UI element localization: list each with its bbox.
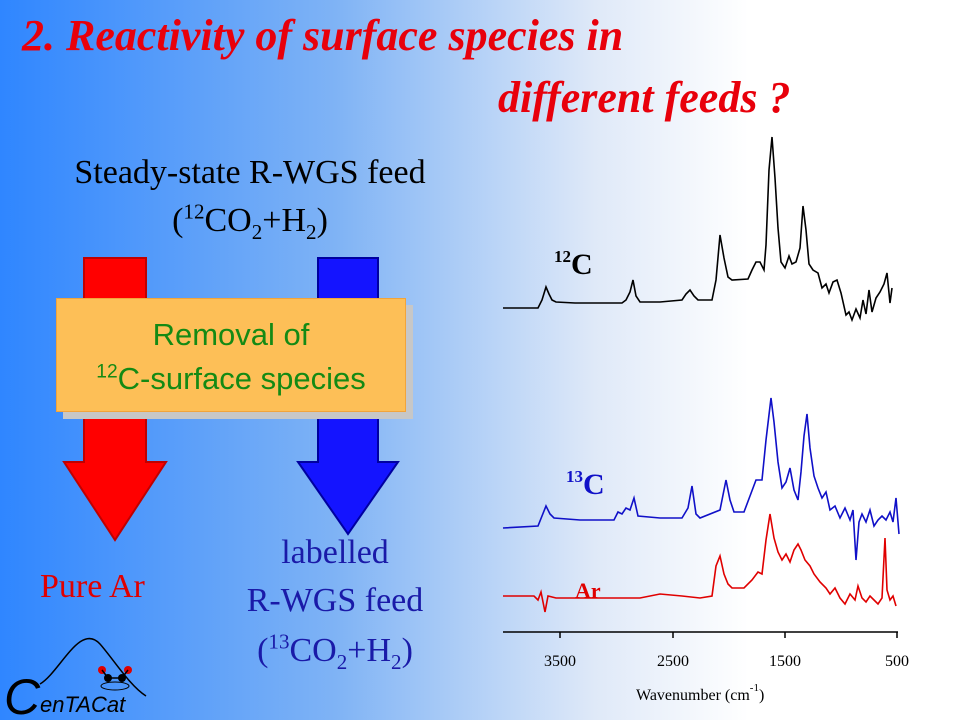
tick-label: 500 [885,653,909,670]
removal-line1: Removal of [152,317,310,352]
slide-title-line2: different feeds ? [498,73,791,122]
molecule-icon [98,666,132,691]
feed12-formula: (12CO2+H2) [172,199,328,244]
removal-box: Removal of 12C-surface species [56,298,406,412]
spectrum-13c [502,397,900,561]
rwgs-feed-label: R-WGS feed [246,582,424,619]
feed13-formula: (13CO2+H2) [257,629,413,674]
logo-text: enTACat [40,692,126,717]
spectrum-ar [503,513,897,613]
spectrum-12c [503,136,893,323]
removal-line2: 12C-surface species [96,361,366,396]
centacat-logo: C enTACat [4,637,147,720]
pure-ar-label: Pure Ar [40,568,145,605]
labelled-label: labelled [281,534,389,571]
label-ar: Ar [575,578,601,603]
slide-title-line1: 2. Reactivity of surface species in [22,11,624,60]
x-axis-label: Wavenumber (cm-1) [636,682,764,704]
x-axis-ticks [559,632,898,638]
steady-state-feed-label: Steady-state R-WGS feed [74,154,426,191]
logo-initial: C [4,669,41,720]
label-13c: 13C [566,467,605,501]
tick-label: 3500 [544,653,576,670]
label-12c: 12C [554,247,593,281]
tick-label: 1500 [769,653,801,670]
tick-label: 2500 [657,653,689,670]
